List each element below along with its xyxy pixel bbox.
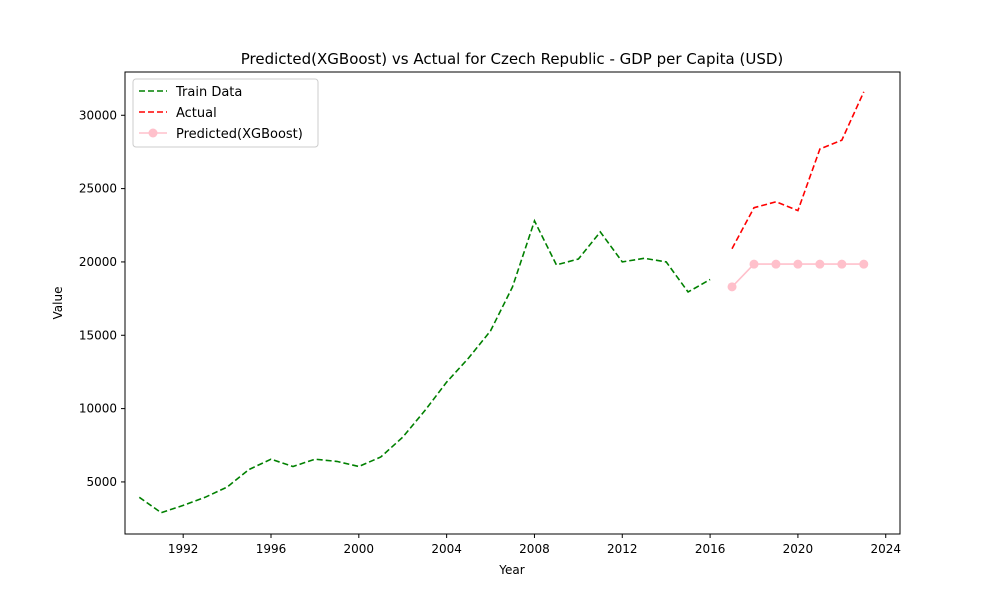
data-point xyxy=(859,259,869,269)
data-point xyxy=(837,259,847,269)
legend-marker xyxy=(148,128,158,138)
legend: Train Data Actual Predicted(XGBoost) xyxy=(132,78,319,148)
x-axis-label: Year xyxy=(498,563,524,577)
plot-frame xyxy=(124,71,901,535)
x-tick-label: 2024 xyxy=(870,542,901,556)
data-point xyxy=(771,259,781,269)
data-point xyxy=(749,259,759,269)
x-tick-label: 2020 xyxy=(783,542,814,556)
legend-label: Predicted(XGBoost) xyxy=(176,127,303,142)
chart-title: Predicted(XGBoost) vs Actual for Czech R… xyxy=(241,50,784,68)
series-line xyxy=(138,218,711,514)
y-axis: 5000 10000 15000 20000 25000 30000 xyxy=(79,108,125,489)
x-tick-label: 2008 xyxy=(519,542,550,556)
series-1 xyxy=(731,91,865,250)
plot-area xyxy=(138,91,869,514)
y-tick-label: 20000 xyxy=(79,255,117,269)
y-axis-label: Value xyxy=(51,287,65,320)
y-tick-label: 15000 xyxy=(79,328,117,342)
data-point xyxy=(815,259,825,269)
data-point xyxy=(793,259,803,269)
series-0 xyxy=(138,218,711,514)
legend-box xyxy=(132,78,319,148)
x-axis: 1992 1996 2000 2004 2008 2012 2016 2020 2024 xyxy=(168,534,901,556)
data-point xyxy=(727,282,737,292)
x-tick-label: 2016 xyxy=(695,542,726,556)
series-line xyxy=(731,91,865,250)
x-tick-label: 2004 xyxy=(431,542,462,556)
y-tick-label: 10000 xyxy=(79,402,117,416)
y-tick-label: 30000 xyxy=(79,108,117,122)
x-tick-label: 2012 xyxy=(607,542,638,556)
y-tick-label: 5000 xyxy=(86,475,117,489)
y-tick-label: 25000 xyxy=(79,182,117,196)
x-tick-label: 2000 xyxy=(344,542,375,556)
series-2 xyxy=(727,259,869,292)
legend-label: Train Data xyxy=(175,85,242,100)
x-tick-label: 1996 xyxy=(256,542,287,556)
x-tick-label: 1992 xyxy=(168,542,199,556)
legend-label: Actual xyxy=(176,106,217,121)
